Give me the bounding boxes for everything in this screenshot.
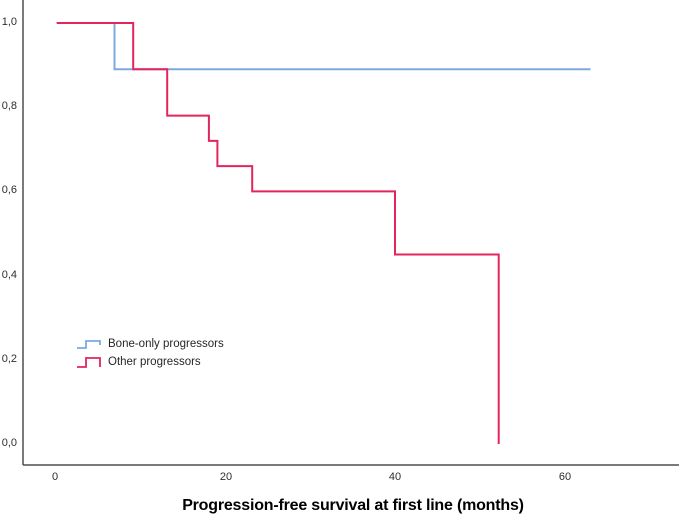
x-tick-label-0: 0 xyxy=(51,471,59,483)
legend-label-bone-only: Bone-only progressors xyxy=(108,338,224,350)
y-tick-label-0-0: 0,0 xyxy=(1,437,17,449)
other-step-line-icon xyxy=(77,357,101,368)
km-curve-other xyxy=(56,22,500,444)
x-axis-title: Progression-free survival at first line … xyxy=(182,497,524,514)
y-tick-label-0-6: 0,6 xyxy=(1,184,17,196)
y-tick-label-1-0: 1,0 xyxy=(1,16,17,28)
legend-label-other: Other progressors xyxy=(108,356,201,368)
y-tick-label-0-8: 0,8 xyxy=(1,100,17,112)
legend-entry-bone-only: Bone-only progressors xyxy=(76,335,224,353)
km-curve-bone-only xyxy=(56,22,591,71)
legend: Bone-only progressors Other progressors xyxy=(76,335,224,371)
legend-entry-other: Other progressors xyxy=(76,353,224,371)
x-tick-label-20: 20 xyxy=(219,471,233,483)
bone-only-step-line-icon xyxy=(77,340,101,349)
x-tick-label-40: 40 xyxy=(388,471,402,483)
x-tick-label-60: 60 xyxy=(558,471,572,483)
y-tick-label-0-4: 0,4 xyxy=(1,269,17,281)
y-tick-label-0-2: 0,2 xyxy=(1,353,17,365)
